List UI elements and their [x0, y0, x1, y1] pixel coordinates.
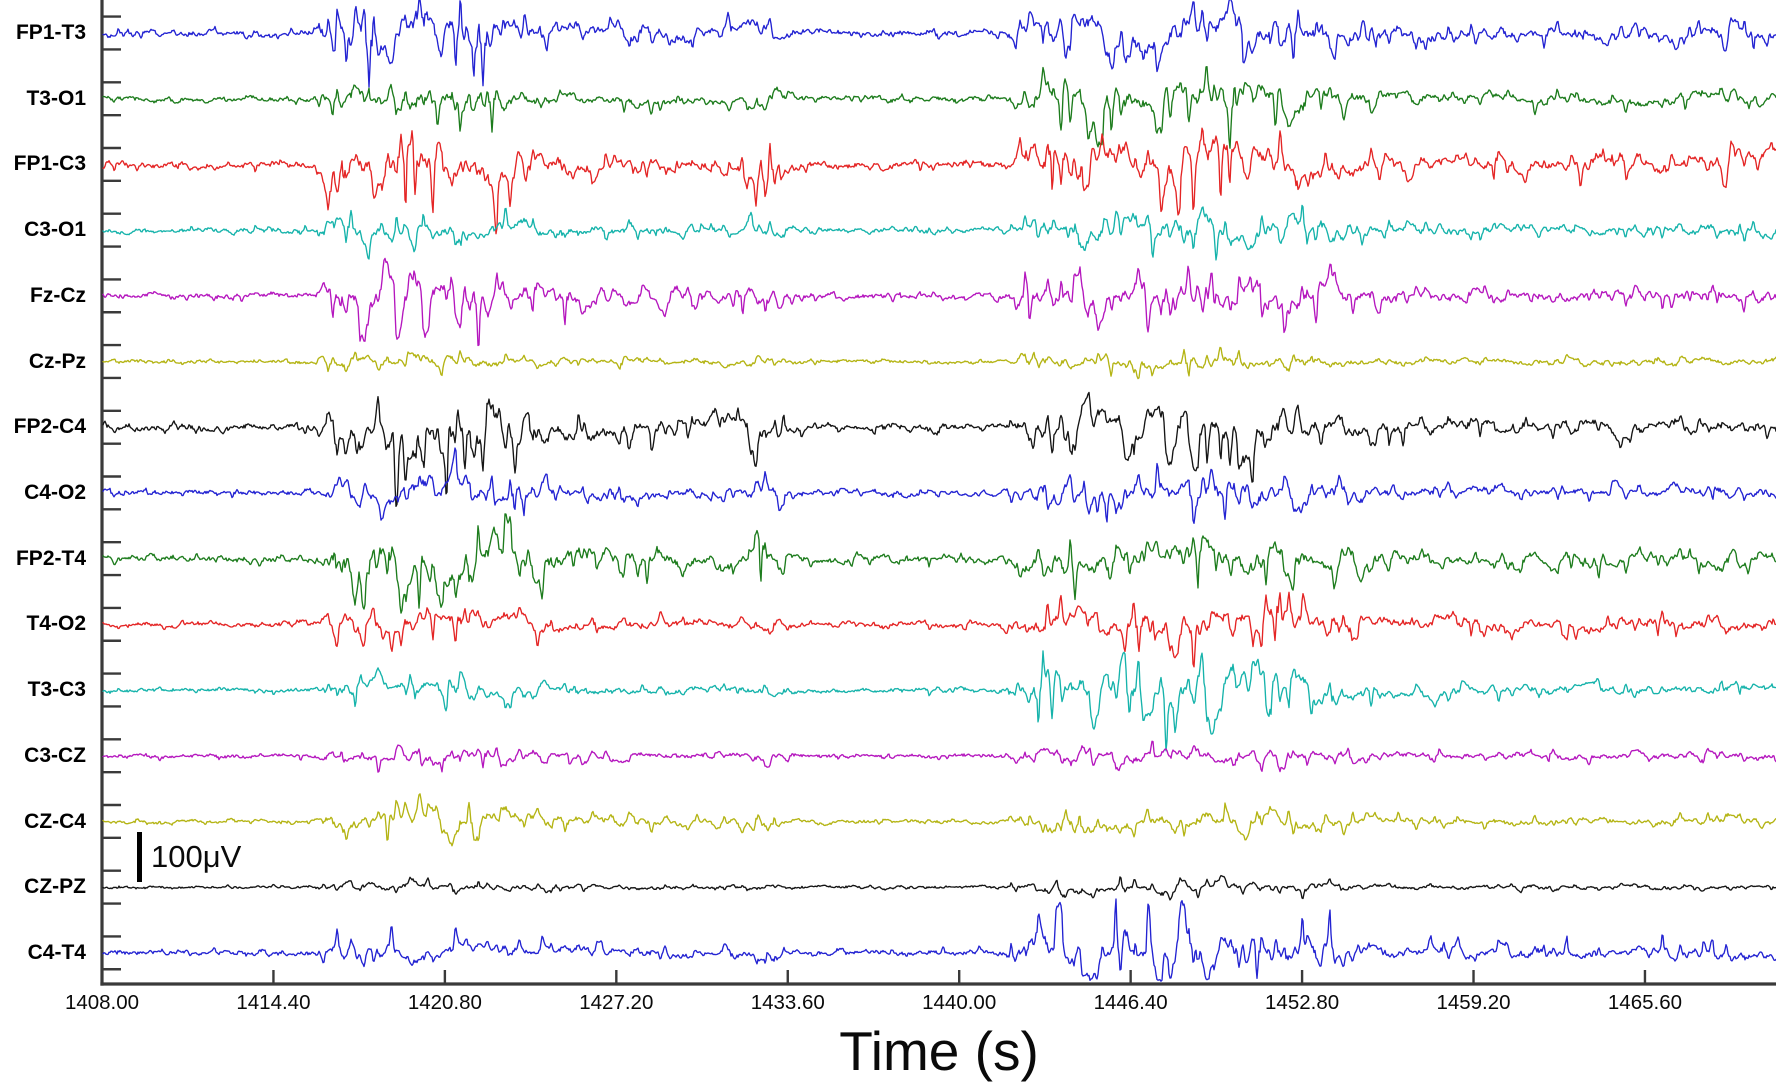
- x-tick-label: 1452.80: [1265, 991, 1340, 1014]
- trace-C4-O2: [102, 447, 1776, 524]
- channel-label-T4-O2: T4-O2: [26, 612, 86, 636]
- trace-T3-O1: [102, 66, 1776, 149]
- x-tick-label: 1408.00: [64, 991, 140, 1014]
- trace-CZ-PZ: [102, 874, 1776, 901]
- channel-label-FP2-T4: FP2-T4: [15, 546, 86, 570]
- x-tick-label: 1440.00: [922, 991, 997, 1014]
- x-tick-label: 1433.60: [750, 991, 825, 1014]
- channel-label-T3-C3: T3-C3: [27, 678, 86, 702]
- channel-label-T3-O1: T3-O1: [26, 86, 86, 110]
- voltage-scale-bar: [137, 832, 142, 882]
- x-tick-label: 1459.20: [1436, 991, 1511, 1014]
- axes: [100, 0, 1776, 986]
- trace-T4-O2: [102, 591, 1776, 668]
- trace-FP2-C4: [102, 391, 1776, 507]
- voltage-scale-label: 100μV: [151, 839, 242, 874]
- trace-C3-O1: [102, 204, 1776, 261]
- channel-label-CZ-C4: CZ-C4: [24, 809, 86, 833]
- trace-Cz-Pz: [102, 346, 1776, 380]
- channel-label-Fz-Cz: Fz-Cz: [30, 283, 86, 307]
- channel-label-FP1-C3: FP1-C3: [13, 152, 86, 176]
- channel-label-C4-O2: C4-O2: [24, 480, 86, 504]
- x-tick-label: 1446.40: [1093, 991, 1168, 1014]
- trace-FP1-T3: [102, 0, 1776, 88]
- x-tick-label: 1414.40: [236, 991, 311, 1014]
- trace-CZ-C4: [102, 793, 1776, 847]
- trace-FP2-T4: [102, 513, 1776, 614]
- trace-FP1-C3: [102, 127, 1776, 235]
- channel-label-FP1-T3: FP1-T3: [15, 21, 86, 44]
- channel-label-C3-CZ: C3-CZ: [24, 743, 86, 767]
- x-tick-label: 1465.60: [1607, 991, 1682, 1014]
- eeg-traces: [102, 0, 1776, 982]
- channel-label-Cz-Pz: Cz-Pz: [28, 349, 86, 373]
- x-tick-label: 1427.20: [579, 991, 654, 1014]
- trace-C4-T4: [102, 898, 1776, 982]
- channel-label-CZ-PZ: CZ-PZ: [24, 875, 86, 899]
- trace-C3-CZ: [102, 740, 1776, 773]
- trace-T3-C3: [102, 650, 1776, 752]
- x-axis-title: Time (s): [839, 1020, 1039, 1082]
- x-tick-label: 1420.80: [407, 991, 482, 1014]
- trace-Fz-Cz: [102, 257, 1776, 347]
- channel-label-C4-T4: C4-T4: [27, 940, 86, 964]
- channel-label-C3-O1: C3-O1: [24, 218, 86, 242]
- channel-label-FP2-C4: FP2-C4: [13, 415, 86, 439]
